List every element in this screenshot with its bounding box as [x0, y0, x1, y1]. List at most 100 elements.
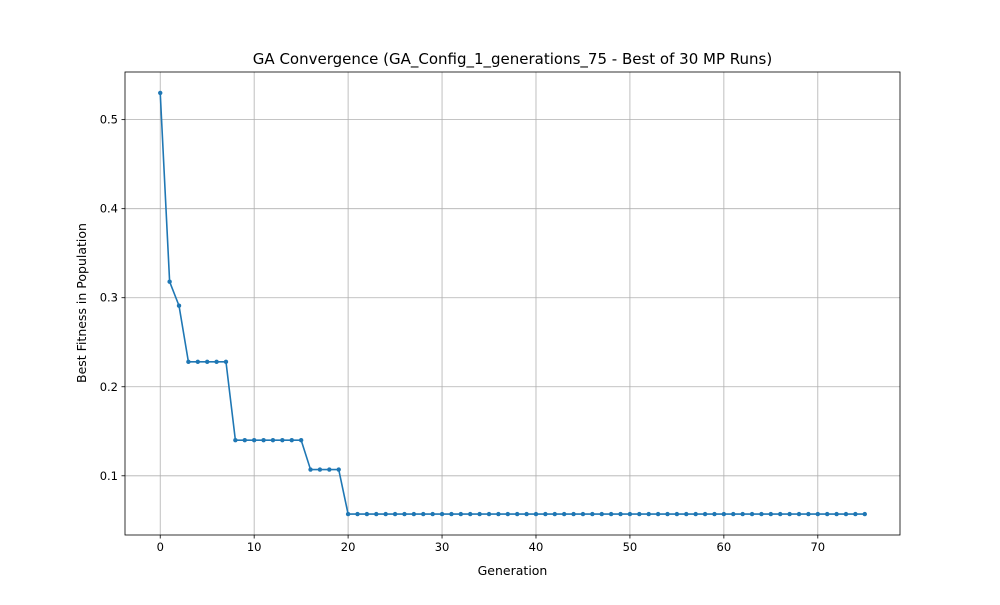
series-layer — [158, 90, 867, 517]
data-point — [355, 511, 360, 517]
data-point — [167, 279, 172, 284]
data-point — [477, 511, 482, 517]
x-tick-label: 20 — [341, 540, 356, 554]
data-point — [674, 511, 680, 517]
data-point — [561, 511, 567, 517]
data-point — [486, 511, 492, 517]
data-point — [421, 511, 426, 517]
data-point — [364, 511, 370, 517]
x-tick-label: 0 — [157, 540, 164, 554]
data-point — [778, 511, 783, 517]
x-tick-label: 60 — [717, 540, 732, 554]
x-tick-label: 70 — [810, 540, 825, 554]
y-tick-label: 0.2 — [100, 380, 118, 394]
data-point — [458, 511, 464, 517]
data-point — [374, 511, 379, 517]
data-point — [749, 511, 755, 517]
data-point — [298, 437, 304, 443]
data-point — [336, 467, 341, 472]
data-point — [731, 511, 736, 517]
data-point — [796, 511, 802, 517]
data-point — [843, 511, 849, 517]
data-point — [383, 511, 388, 517]
data-point — [768, 511, 774, 517]
data-point — [430, 511, 435, 517]
data-point — [505, 511, 510, 517]
data-point — [834, 511, 839, 517]
data-point — [712, 511, 717, 517]
data-point — [590, 511, 595, 517]
data-point — [787, 511, 792, 517]
data-point — [345, 511, 351, 517]
data-point — [571, 511, 576, 517]
series-line — [159, 92, 865, 515]
data-point — [186, 359, 191, 365]
x-tick-label: 10 — [247, 540, 262, 554]
data-point — [411, 511, 417, 517]
data-point — [205, 359, 210, 365]
data-point — [242, 437, 247, 443]
data-point — [608, 511, 614, 517]
data-point — [195, 359, 200, 365]
y-tick-label: 0.3 — [100, 291, 118, 305]
data-point — [862, 511, 867, 517]
data-point — [496, 511, 501, 517]
data-point — [251, 437, 257, 443]
data-point — [468, 511, 473, 517]
data-point — [223, 359, 229, 365]
data-point — [599, 511, 604, 517]
y-axis-label: Best Fitness in Population — [74, 223, 89, 383]
tick-layer: 0 10 20 30 40 50 60 70 0.1 0.2 0.3 0.4 0.5 — [100, 113, 825, 554]
data-point — [815, 511, 820, 517]
data-point — [627, 511, 633, 517]
data-point — [439, 511, 445, 517]
data-point — [402, 511, 407, 517]
data-point — [684, 511, 689, 517]
data-point — [618, 511, 623, 517]
x-tick-label: 50 — [623, 540, 638, 554]
data-point — [289, 437, 294, 443]
data-point — [524, 511, 529, 517]
data-point — [327, 467, 332, 472]
y-tick-label: 0.1 — [100, 469, 118, 483]
data-point — [665, 511, 670, 517]
data-point — [806, 511, 811, 517]
data-point — [853, 511, 858, 517]
data-point — [702, 511, 708, 517]
data-point — [233, 437, 238, 443]
x-tick-label: 30 — [435, 540, 450, 554]
y-tick-label: 0.4 — [100, 202, 118, 216]
data-point — [176, 303, 182, 308]
data-point — [637, 511, 642, 517]
data-point — [280, 437, 285, 443]
data-point — [308, 467, 313, 472]
data-point — [759, 511, 764, 517]
data-point — [449, 511, 454, 517]
data-point — [825, 511, 830, 517]
data-point — [533, 511, 539, 517]
data-point — [158, 90, 163, 96]
plot-frame — [124, 71, 901, 536]
data-point — [580, 511, 586, 517]
data-point — [543, 511, 548, 517]
data-point — [552, 511, 557, 517]
data-point — [270, 437, 276, 443]
data-point — [214, 359, 219, 365]
chart-title: GA Convergence (GA_Config_1_generations_… — [253, 50, 772, 69]
data-point — [392, 511, 398, 517]
data-point — [655, 511, 661, 517]
data-point — [740, 511, 745, 517]
x-tick-label: 40 — [529, 540, 544, 554]
data-point — [693, 511, 698, 517]
x-axis-label: Generation — [478, 563, 548, 578]
grid-layer — [125, 72, 900, 535]
data-point — [646, 511, 651, 517]
data-point — [261, 437, 266, 443]
data-point — [721, 511, 727, 517]
y-tick-label: 0.5 — [100, 113, 118, 127]
data-point — [515, 511, 520, 517]
data-point — [317, 467, 323, 472]
